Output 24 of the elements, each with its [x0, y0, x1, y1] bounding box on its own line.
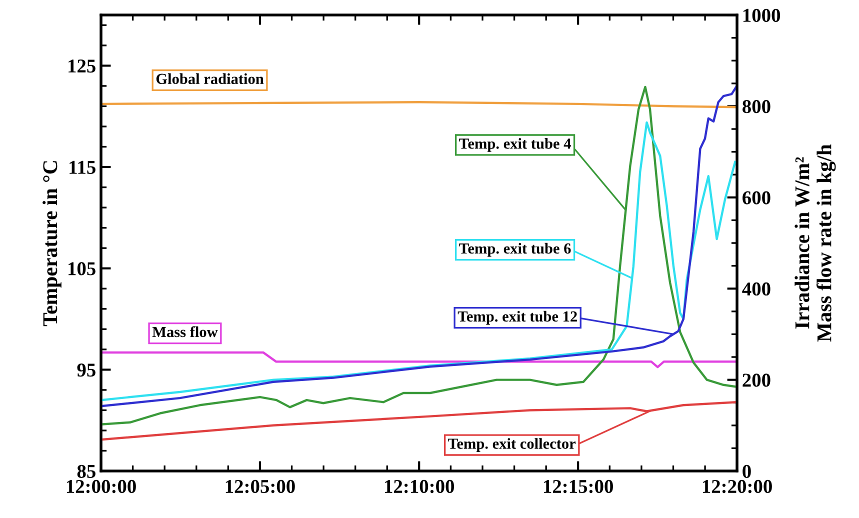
series-label: Temp. exit tube 12 [458, 310, 577, 325]
y2-tick-label: 800 [742, 100, 770, 114]
series-label: Mass flow [152, 326, 218, 338]
y2-tick-label: 1000 [743, 8, 780, 22]
y2-tick-label: 600 [742, 191, 770, 204]
y-tick-label: 85 [77, 464, 96, 478]
x-tick-label: 12:00:00 [66, 480, 136, 494]
x-tick-label: 12:15:00 [544, 480, 613, 494]
y2-axis-title: Irradiance in W/m² Mass flow rate in kg/h [794, 144, 836, 342]
y-axis-title: Temperature in °C [42, 161, 62, 326]
text: Temp. exit tube 4 [459, 138, 571, 152]
y2-tick-label: 400 [742, 282, 770, 296]
y-tick-label: 105 [68, 262, 96, 276]
y2-tick-label: 0 [742, 464, 751, 478]
y-tick-label: 95 [77, 364, 96, 377]
x-tick-label: 12:20:00 [702, 480, 772, 494]
text: Temp. exit tube 6 [459, 242, 571, 257]
y-tick-label: 115 [70, 160, 96, 174]
x-tick-label: 12:10:00 [385, 480, 454, 494]
series-label: Temp. exit collector [448, 438, 576, 452]
y-tick-label: 125 [68, 60, 96, 73]
y2-tick-label: 200 [742, 374, 770, 387]
series-label: Global radiation [156, 73, 264, 84]
x-tick-label: 12:05:00 [226, 480, 295, 494]
